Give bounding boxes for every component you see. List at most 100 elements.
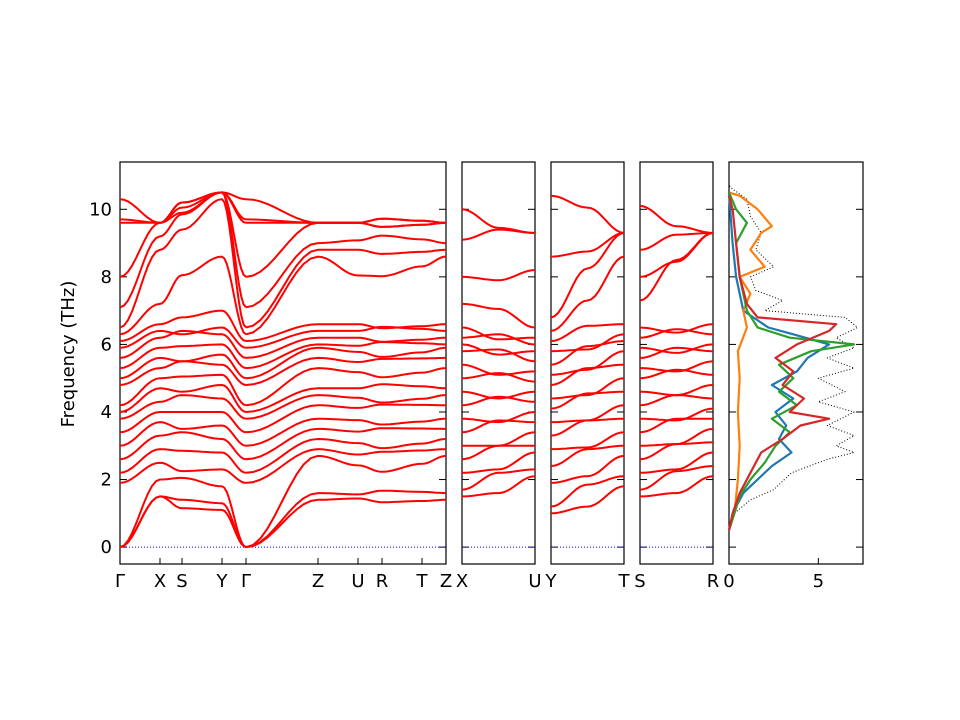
phonon-band	[245, 497, 446, 549]
phonon-band	[640, 475, 714, 498]
phonon-band	[245, 454, 447, 549]
phonon-band	[245, 437, 447, 474]
phonon-band	[245, 248, 447, 329]
phonon-band	[550, 194, 625, 234]
band-panel-1-xtick-label: Z	[312, 571, 324, 592]
y-tick-label: 2	[101, 470, 112, 491]
phonon-band	[550, 475, 625, 508]
phonon-band	[461, 326, 535, 341]
phonon-band	[119, 448, 247, 474]
phonon-band	[245, 427, 446, 461]
phonon-band	[639, 407, 714, 422]
band-panel-1-xtick-label: Γ	[241, 571, 251, 592]
phonon-band	[461, 468, 536, 491]
phonon-band	[461, 343, 536, 356]
phonon-band	[119, 343, 247, 370]
phonon-band	[119, 198, 247, 329]
band-panel-4-xtick-label: R	[707, 571, 720, 592]
phonon-band	[639, 451, 714, 474]
phonon-band	[550, 255, 625, 332]
phonon-band	[119, 495, 247, 549]
phonon-band	[245, 336, 446, 359]
phonon-band	[119, 373, 247, 407]
phonon-band	[550, 363, 625, 386]
phonon-band	[462, 269, 536, 282]
dos-curve-4	[727, 195, 838, 531]
phonon-band	[550, 444, 624, 467]
phonon-band	[245, 323, 446, 342]
phonon-band	[639, 346, 714, 359]
phonon-band	[119, 255, 247, 336]
band-panel-1-xtick-label: Y	[216, 571, 229, 592]
phonon-band	[119, 191, 247, 309]
phonon-band	[461, 333, 536, 346]
band-panel-3-frame	[550, 161, 625, 565]
phonon-band	[639, 368, 714, 380]
phonon-band	[461, 208, 536, 234]
dos-curve-0	[728, 185, 859, 531]
phonon-band	[550, 333, 625, 353]
phonon-band	[119, 326, 247, 349]
phonon-band	[639, 204, 714, 234]
band-panel-4-xtick-label: S	[634, 571, 645, 592]
phonon-band	[551, 431, 625, 451]
phonon-band	[640, 360, 714, 373]
phonon-band	[461, 348, 536, 363]
phonon-band	[245, 234, 447, 309]
band-panel-1-xtick-label: U	[351, 571, 364, 592]
band-panel-1-frame	[119, 161, 447, 565]
phonon-band	[461, 363, 536, 376]
phonon-band	[462, 475, 536, 498]
phonon-band	[119, 309, 247, 342]
y-tick-label: 6	[101, 334, 112, 355]
phonon-band	[550, 231, 625, 319]
band-panel-3-xtick-label: T	[618, 571, 631, 592]
dos-xtick-label: 5	[813, 571, 824, 592]
band-panel-1-xtick-label: X	[154, 571, 166, 592]
phonon-band	[245, 346, 447, 380]
phonon-band	[245, 255, 447, 336]
phonon-band	[119, 191, 247, 224]
phonon-band	[550, 323, 624, 342]
phonon-band	[550, 485, 625, 515]
band-panel-1-xtick-label: Γ	[115, 571, 125, 592]
phonon-band	[245, 403, 446, 434]
phonon-band	[461, 372, 536, 383]
phonon-band	[639, 427, 714, 447]
phonon-band	[119, 191, 247, 224]
phonon-band	[639, 394, 714, 407]
y-tick-label: 4	[101, 402, 112, 423]
phonon-band	[550, 231, 625, 258]
y-tick-label: 10	[89, 199, 112, 220]
phonon-band	[551, 404, 625, 424]
phonon-band	[119, 383, 247, 413]
phonon-band	[119, 353, 247, 380]
phonon-band	[461, 390, 536, 400]
dos-xtick-label: 0	[723, 571, 734, 592]
phonon-band	[461, 419, 535, 434]
phonon-band	[119, 476, 247, 549]
dos-panel-frame	[728, 161, 864, 565]
phonon-band	[119, 360, 247, 386]
phonon-band	[119, 411, 247, 434]
phonon-band	[245, 218, 447, 228]
phonon-band	[461, 302, 536, 329]
phonon-band	[245, 448, 447, 484]
band-panel-1-xtick-label: Z	[440, 571, 452, 592]
band-panel-1-xtick-label: R	[376, 571, 389, 592]
phonon-band	[639, 465, 714, 491]
phonon-band	[245, 417, 447, 447]
phonon-band	[550, 340, 625, 366]
phonon-band	[245, 341, 446, 370]
band-panel-2-frame	[461, 161, 536, 565]
phonon-band	[119, 495, 247, 549]
phonon-band	[639, 328, 714, 339]
phonon-band	[119, 461, 247, 484]
phonon-band	[119, 329, 247, 359]
phonon-band	[245, 394, 447, 420]
phonon-band	[639, 417, 713, 434]
phonon-band	[639, 384, 714, 397]
phonon-band	[119, 421, 247, 447]
